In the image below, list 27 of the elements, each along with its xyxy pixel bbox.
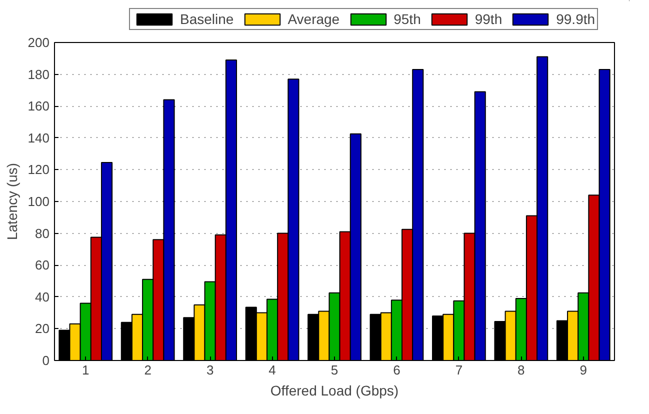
y-tick-label: 80	[35, 226, 50, 241]
legend-label: 99th	[474, 11, 502, 27]
x-tick-label: 7	[455, 362, 463, 378]
x-tick-label: 5	[330, 362, 338, 378]
y-tick-label: 180	[28, 66, 50, 82]
legend-label: 99.9th	[556, 11, 596, 27]
y-tick-label: 160	[28, 98, 50, 114]
y-tick-label: 20	[35, 321, 50, 336]
y-tick-label: 100	[28, 194, 50, 209]
y-axis-title: Latency (us)	[4, 162, 20, 240]
y-tick-label: 0	[42, 353, 50, 368]
y-tick-label: 200	[28, 35, 50, 50]
y-tick-label: 40	[35, 289, 50, 304]
x-tick-label: 1	[82, 362, 90, 378]
x-tick-label: 9	[580, 362, 588, 378]
x-tick-label: 6	[393, 362, 400, 378]
y-tick-label: 60	[35, 258, 50, 273]
y-tick-label: 120	[28, 162, 50, 178]
legend-label: 95th	[394, 11, 421, 27]
x-axis-title: Offered Load (Gbps)	[270, 382, 399, 398]
legend-label: Baseline	[180, 11, 234, 27]
y-tick-label: 140	[28, 130, 50, 146]
legend-label: Average	[288, 11, 340, 27]
x-tick-label: 4	[268, 362, 276, 378]
x-tick-label: 3	[206, 362, 214, 378]
x-tick-label: 2	[144, 362, 152, 378]
x-tick-label: 8	[518, 362, 525, 378]
